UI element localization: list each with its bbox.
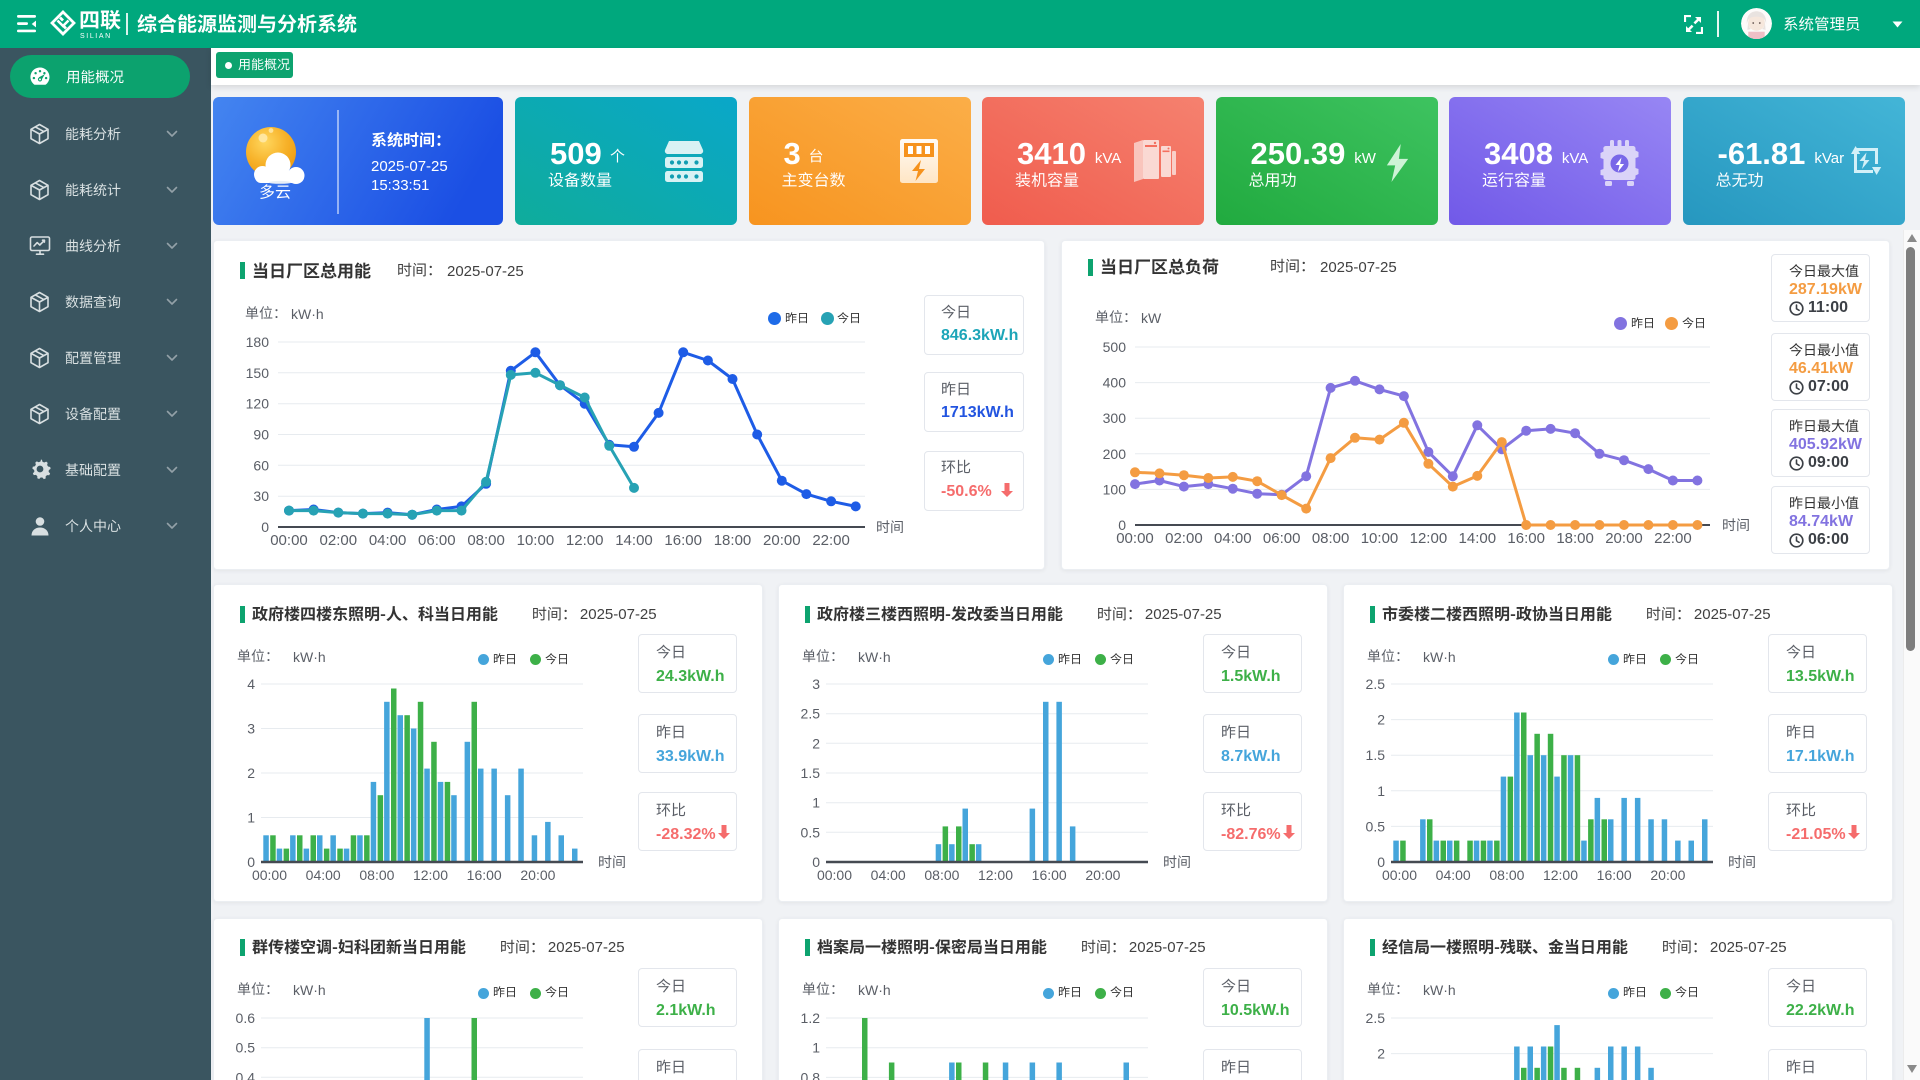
svg-text:3: 3 — [247, 721, 255, 737]
svg-text:12:00: 12:00 — [1543, 867, 1578, 883]
svg-text:0: 0 — [812, 854, 820, 870]
svg-text:150: 150 — [246, 365, 270, 381]
svg-text:0.5: 0.5 — [801, 824, 821, 840]
svg-text:04:00: 04:00 — [1214, 530, 1252, 547]
svg-text:0.6: 0.6 — [236, 1010, 256, 1026]
svg-text:2: 2 — [1377, 712, 1385, 728]
svg-text:60: 60 — [253, 457, 269, 473]
svg-text:08:00: 08:00 — [467, 532, 505, 549]
svg-text:16:00: 16:00 — [467, 867, 502, 883]
svg-text:20:00: 20:00 — [520, 867, 555, 883]
svg-text:2: 2 — [247, 765, 255, 781]
svg-text:00:00: 00:00 — [252, 867, 287, 883]
svg-text:16:00: 16:00 — [1032, 867, 1067, 883]
svg-text:0.4: 0.4 — [236, 1069, 256, 1080]
svg-text:12:00: 12:00 — [566, 532, 604, 549]
svg-text:00:00: 00:00 — [270, 532, 308, 549]
svg-text:500: 500 — [1103, 339, 1127, 355]
svg-text:0: 0 — [261, 519, 269, 535]
svg-text:16:00: 16:00 — [664, 532, 702, 549]
svg-text:18:00: 18:00 — [714, 532, 752, 549]
svg-text:90: 90 — [253, 427, 269, 443]
svg-text:06:00: 06:00 — [1263, 530, 1301, 547]
svg-text:4: 4 — [247, 676, 255, 692]
svg-text:120: 120 — [246, 396, 270, 412]
svg-text:04:00: 04:00 — [871, 867, 906, 883]
svg-text:0.5: 0.5 — [1366, 818, 1386, 834]
svg-text:2.5: 2.5 — [801, 706, 821, 722]
svg-text:1: 1 — [812, 795, 820, 811]
svg-text:22:00: 22:00 — [812, 532, 850, 549]
svg-text:3: 3 — [812, 676, 820, 692]
svg-text:04:00: 04:00 — [306, 867, 341, 883]
svg-text:22:00: 22:00 — [1654, 530, 1692, 547]
svg-text:16:00: 16:00 — [1507, 530, 1545, 547]
svg-text:1: 1 — [247, 810, 255, 826]
svg-text:08:00: 08:00 — [359, 867, 394, 883]
svg-text:1: 1 — [1377, 783, 1385, 799]
svg-text:0: 0 — [247, 854, 255, 870]
svg-text:0.5: 0.5 — [236, 1040, 256, 1056]
svg-text:20:00: 20:00 — [1605, 530, 1643, 547]
svg-text:08:00: 08:00 — [1489, 867, 1524, 883]
svg-text:2: 2 — [812, 735, 820, 751]
svg-text:18:00: 18:00 — [1556, 530, 1594, 547]
svg-text:400: 400 — [1103, 375, 1127, 391]
svg-text:00:00: 00:00 — [817, 867, 852, 883]
svg-text:08:00: 08:00 — [1312, 530, 1350, 547]
svg-text:0.8: 0.8 — [801, 1069, 821, 1080]
svg-text:02:00: 02:00 — [1165, 530, 1203, 547]
svg-text:1.5: 1.5 — [801, 765, 821, 781]
svg-text:14:00: 14:00 — [1459, 530, 1497, 547]
svg-text:2.5: 2.5 — [1366, 676, 1386, 692]
svg-text:12:00: 12:00 — [413, 867, 448, 883]
svg-text:10:00: 10:00 — [1361, 530, 1399, 547]
svg-text:02:00: 02:00 — [320, 532, 358, 549]
svg-text:1: 1 — [812, 1040, 820, 1056]
svg-text:30: 30 — [253, 488, 269, 504]
svg-text:12:00: 12:00 — [978, 867, 1013, 883]
svg-text:1.2: 1.2 — [801, 1010, 821, 1026]
svg-text:08:00: 08:00 — [924, 867, 959, 883]
svg-text:00:00: 00:00 — [1382, 867, 1417, 883]
svg-text:04:00: 04:00 — [1436, 867, 1471, 883]
svg-text:20:00: 20:00 — [1085, 867, 1120, 883]
svg-text:200: 200 — [1103, 446, 1127, 462]
svg-text:20:00: 20:00 — [763, 532, 801, 549]
svg-text:0: 0 — [1377, 854, 1385, 870]
svg-text:16:00: 16:00 — [1597, 867, 1632, 883]
svg-text:2.5: 2.5 — [1366, 1010, 1386, 1026]
svg-text:04:00: 04:00 — [369, 532, 407, 549]
svg-text:2: 2 — [1377, 1046, 1385, 1062]
svg-text:0: 0 — [1118, 517, 1126, 533]
svg-text:20:00: 20:00 — [1650, 867, 1685, 883]
svg-text:06:00: 06:00 — [418, 532, 456, 549]
svg-text:300: 300 — [1103, 410, 1127, 426]
svg-text:1.5: 1.5 — [1366, 747, 1386, 763]
svg-text:14:00: 14:00 — [615, 532, 653, 549]
svg-text:100: 100 — [1103, 481, 1127, 497]
svg-text:12:00: 12:00 — [1410, 530, 1448, 547]
svg-text:00:00: 00:00 — [1116, 530, 1154, 547]
svg-text:180: 180 — [246, 334, 270, 350]
svg-text:10:00: 10:00 — [517, 532, 555, 549]
